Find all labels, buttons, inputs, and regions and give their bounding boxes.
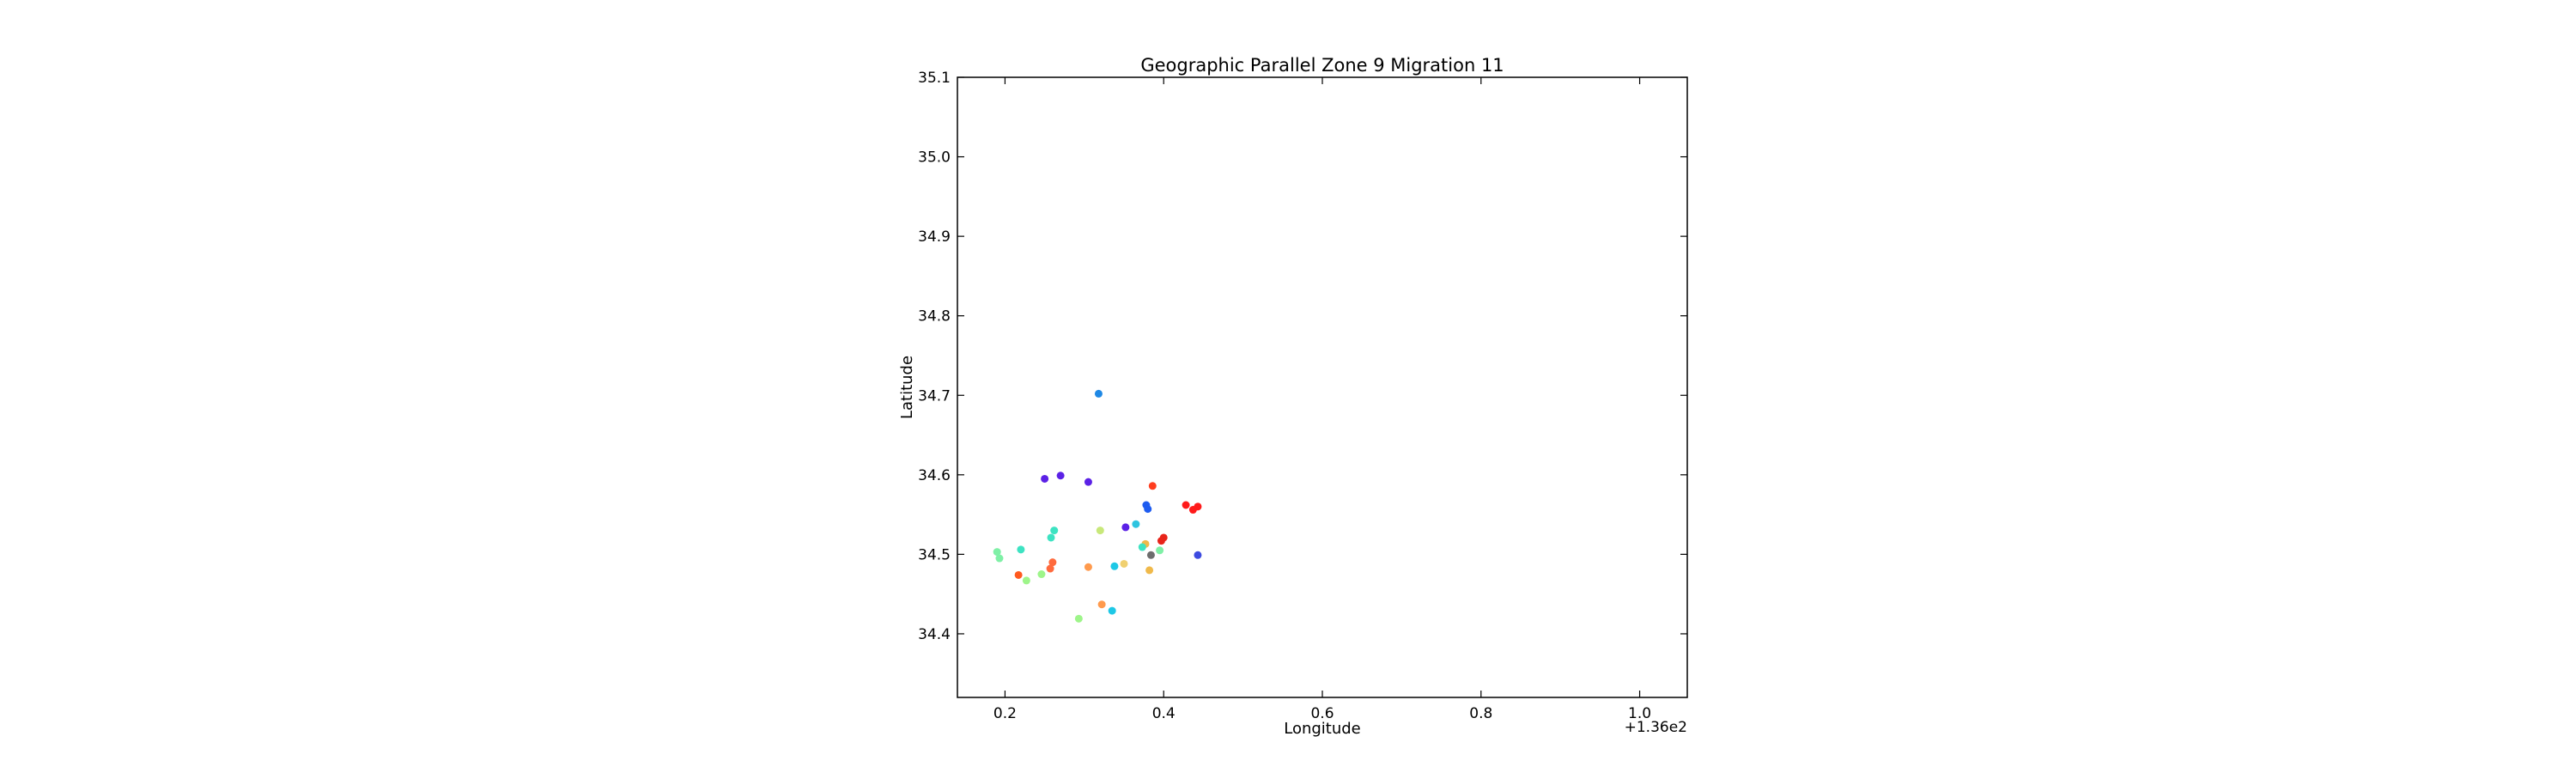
data-point	[1146, 551, 1155, 559]
data-point	[1037, 570, 1046, 579]
data-point	[1097, 600, 1106, 609]
data-point	[1157, 537, 1165, 545]
x-tick-label: 0.2	[993, 705, 1017, 722]
x-axis-offset-label: +1.36e2	[1625, 719, 1687, 736]
data-point	[1050, 526, 1059, 535]
plot-area	[957, 76, 1688, 698]
data-point	[1056, 472, 1065, 480]
x-axis-ticks: 0.2 0.4 0.6 0.8 1.0	[993, 77, 1651, 722]
y-tick-label: 34.7	[918, 387, 951, 405]
y-axis-ticks: 34.4 34.5 34.6 34.7 34.8 34.9 35.0 35.1	[918, 70, 1687, 643]
chart-title: Geographic Parallel Zone 9 Migration 11	[1140, 55, 1504, 76]
data-points	[993, 389, 1202, 623]
data-point	[1145, 566, 1154, 575]
data-point	[1110, 562, 1119, 570]
data-point	[1156, 546, 1164, 555]
data-point	[1094, 389, 1103, 398]
data-point	[995, 554, 1004, 563]
data-point	[1022, 576, 1030, 585]
data-point	[1084, 478, 1092, 486]
data-point	[1144, 505, 1152, 514]
x-tick-label: 0.8	[1469, 705, 1492, 722]
data-point	[1138, 543, 1146, 551]
data-point	[1047, 533, 1055, 542]
data-point	[1182, 501, 1190, 509]
data-point	[1048, 558, 1057, 567]
y-tick-label: 34.5	[918, 546, 951, 563]
data-point	[1074, 614, 1083, 623]
y-tick-label: 34.4	[918, 626, 951, 643]
data-point	[1148, 482, 1157, 490]
data-point	[1017, 545, 1025, 554]
data-point	[1108, 606, 1116, 615]
data-point	[1041, 474, 1049, 483]
data-point	[1121, 523, 1130, 532]
data-point	[1194, 551, 1202, 559]
data-point	[1120, 559, 1128, 568]
x-tick-label: 1.0	[1628, 705, 1651, 722]
y-tick-label: 35.0	[918, 149, 951, 167]
data-point	[1014, 570, 1023, 579]
y-tick-label: 34.9	[918, 228, 951, 246]
data-point	[993, 548, 1001, 557]
x-tick-label: 0.4	[1152, 705, 1176, 722]
data-point	[1046, 564, 1054, 573]
x-axis-label: Longitude	[1284, 720, 1361, 738]
y-tick-label: 34.6	[918, 467, 951, 484]
data-point	[1096, 526, 1104, 535]
y-axis-label: Latitude	[898, 356, 916, 419]
data-point	[1132, 520, 1140, 528]
y-tick-label: 35.1	[918, 70, 951, 87]
x-tick-label: 0.6	[1310, 705, 1334, 722]
data-point	[1084, 563, 1092, 571]
data-point	[1194, 502, 1202, 511]
y-tick-label: 34.8	[918, 308, 951, 326]
